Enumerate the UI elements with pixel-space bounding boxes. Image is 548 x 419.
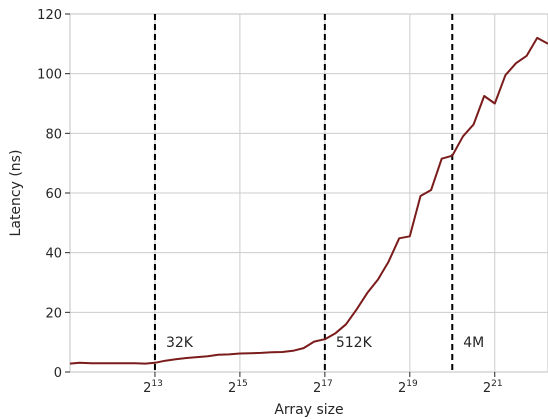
y-tick-label: 60 (45, 187, 62, 202)
grid (70, 14, 548, 372)
y-axis-ticks: 0 20 40 60 80 100 120 (37, 8, 70, 381)
x-tick-label: 219 (398, 379, 418, 396)
y-tick-label: 120 (37, 8, 62, 23)
latency-line (69, 36, 548, 365)
y-tick-label: 100 (37, 68, 62, 83)
series-layer (69, 36, 548, 365)
x-tick-label: 217 (313, 379, 333, 396)
x-tick-label: 215 (228, 379, 248, 396)
cache-size-label: 32K (166, 335, 194, 351)
y-tick-label: 40 (45, 247, 62, 262)
y-tick-label: 0 (54, 366, 62, 381)
x-axis-ticks: 213 215 217 219 221 (143, 372, 503, 396)
y-axis-label: Latency (ns) (8, 150, 24, 237)
y-tick-label: 20 (45, 306, 62, 321)
annotations: 32K 512K 4M (166, 335, 484, 351)
cache-size-label: 4M (463, 335, 484, 351)
y-tick-label: 80 (45, 127, 62, 142)
x-tick-label: 213 (143, 379, 163, 396)
x-tick-label: 221 (483, 379, 503, 396)
x-axis-label: Array size (274, 402, 343, 418)
cache-size-label: 512K (336, 335, 373, 351)
